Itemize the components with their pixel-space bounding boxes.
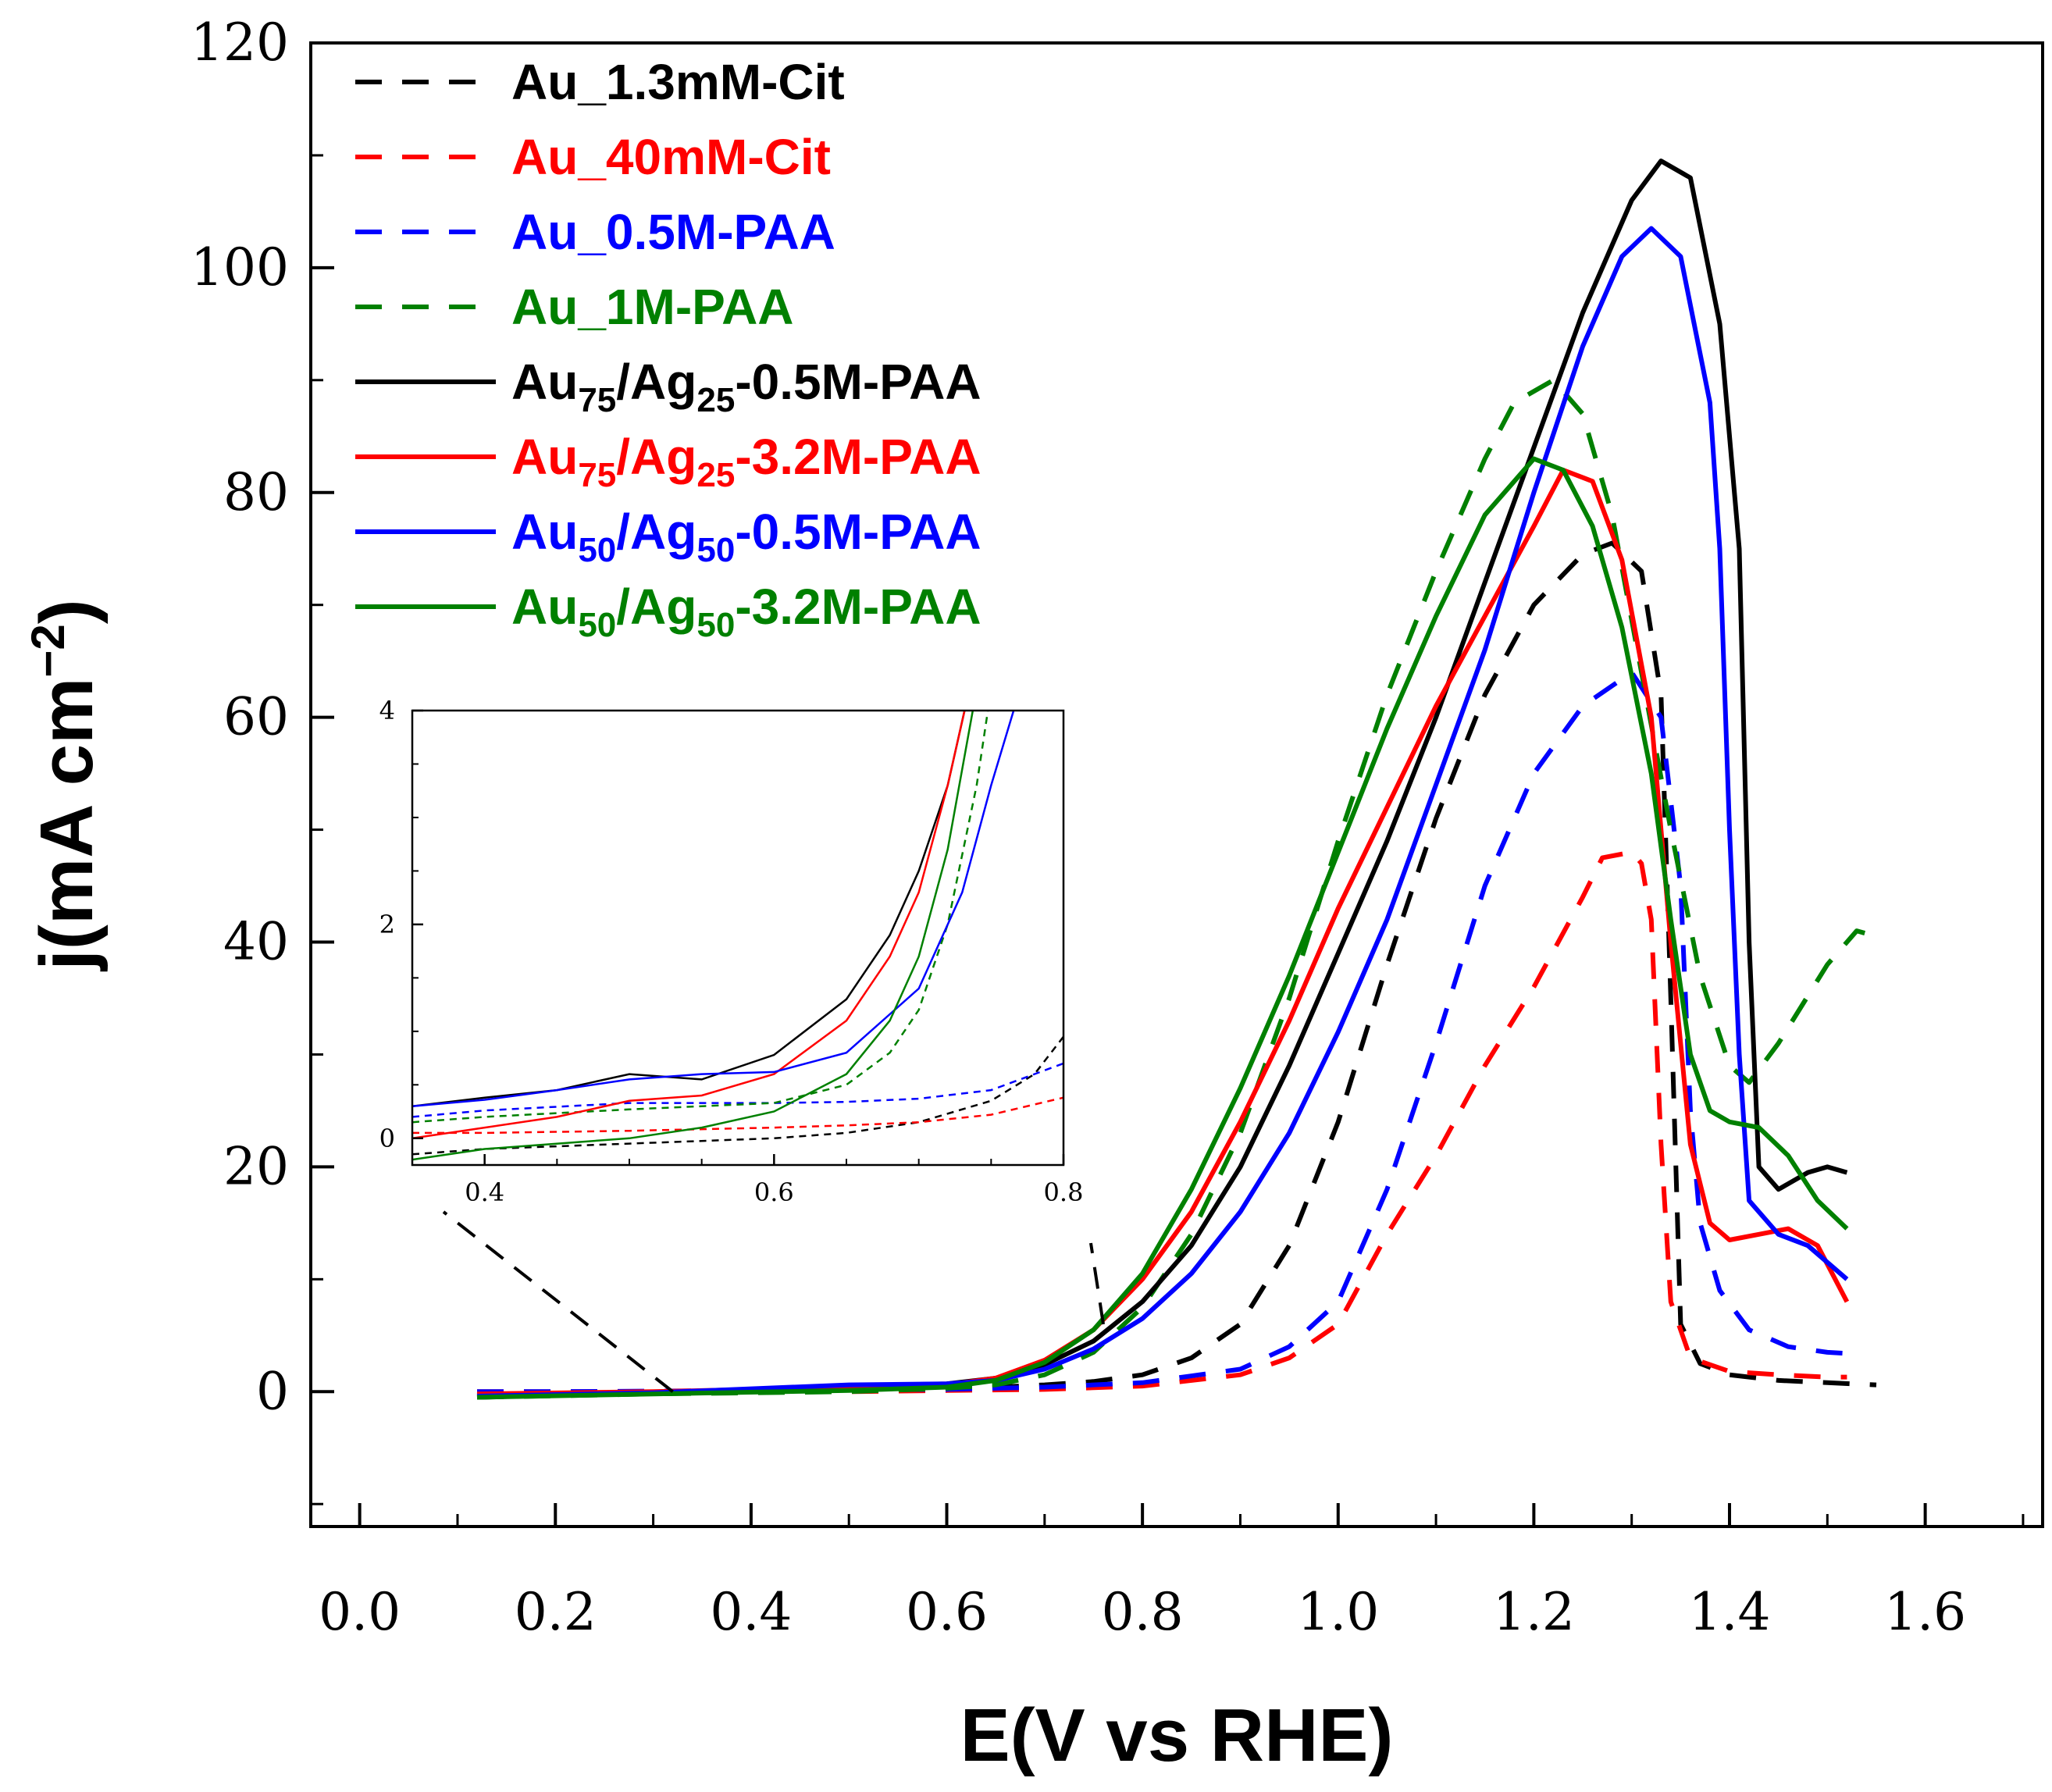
y-tick-label: 100	[191, 237, 289, 297]
inset-line-au75-ag25-3-2m-paa	[412, 711, 966, 1140]
inset-x-tick-label: 0.6	[754, 1177, 794, 1207]
x-tick-label: 0.4	[710, 1582, 792, 1642]
y-axis-title-close: )	[25, 599, 109, 624]
inset-plot: 0.4 0.6 0.8 0 2 4	[379, 696, 1084, 1207]
zoom-line-right	[1089, 1242, 1105, 1325]
x-tick-label: 0.8	[1102, 1582, 1184, 1642]
y-axis-title: j(mA cm−2)	[22, 599, 109, 972]
x-tick-label: 0.0	[319, 1582, 401, 1642]
y-tick-label: 60	[223, 687, 289, 747]
inset-y-tick-label: 2	[379, 910, 395, 939]
zoom-line-left	[442, 1210, 674, 1393]
inset-line-au-40mm-cit	[412, 1096, 1063, 1135]
series-line-au50-ag50-3-2m-paa	[476, 456, 1849, 1400]
legend-label-au-0-5m-paa: Au_0.5M-PAA	[511, 204, 835, 260]
legend: Au_1.3mM-Cit Au_40mM-Cit Au_0.5M-PAA Au_1M-…	[355, 54, 981, 644]
series-line-au-40mm-cit	[477, 850, 1847, 1395]
y-axis-title-main: j(mA cm	[25, 678, 109, 972]
x-tick-label: 1.4	[1689, 1582, 1771, 1642]
x-axis-title: E(V vs RHE)	[960, 1694, 1394, 1777]
inset-y-tick-label: 0	[379, 1124, 395, 1153]
inset-line-au50-ag50-0-5m-paa	[412, 711, 1015, 1107]
legend-label-au-1m-paa: Au_1M-PAA	[511, 279, 794, 335]
series-layer	[476, 159, 1877, 1400]
inset-series	[412, 711, 1063, 1161]
x-tick-label: 0.2	[515, 1582, 597, 1642]
y-tick-label: 0	[256, 1361, 289, 1421]
y-axis-title-sup: −2	[22, 624, 74, 677]
series-line-au50-ag50-0-5m-paa	[476, 226, 1849, 1398]
inset-background	[412, 711, 1063, 1165]
plot-frame	[309, 41, 2044, 1528]
legend-label-au50-ag50-3-2m-paa: Au50/Ag50-3.2M-PAA	[511, 579, 981, 644]
inset-y-tick-label: 4	[379, 696, 395, 725]
x-tick-label: 1.0	[1297, 1582, 1379, 1642]
legend-label-au75-ag25-3-2m-paa: Au75/Ag25-3.2M-PAA	[511, 429, 981, 494]
legend-label-au-40mm-cit: Au_40mM-Cit	[511, 129, 831, 185]
inset-x-tick-label: 0.8	[1044, 1177, 1084, 1207]
legend-label-au75-ag25-0-5m-paa: Au75/Ag25-0.5M-PAA	[511, 354, 981, 419]
y-tick-label: 120	[191, 12, 289, 73]
inset-line-au-1-3mm-cit	[412, 1035, 1063, 1156]
inset-line-au-0-5m-paa	[412, 1062, 1063, 1118]
y-tick-label: 20	[223, 1136, 289, 1196]
x-tick-label: 1.6	[1884, 1582, 1966, 1642]
x-tick-label: 0.6	[906, 1582, 988, 1642]
legend-label-au-1-3mm-cit: Au_1.3mM-Cit	[511, 54, 845, 110]
inset-line-au50-ag50-3-2m-paa	[412, 711, 974, 1161]
zoom-lines	[442, 1210, 1105, 1393]
axes: 0.0 0.2 0.4 0.6 0.8 1.0 1.2 1.4 1.60204060801001…	[191, 12, 2025, 1642]
inset-x-tick-label: 0.4	[465, 1177, 504, 1207]
inset-frame	[411, 709, 1065, 1167]
y-tick-label: 80	[223, 462, 289, 522]
inset-line-au-1m-paa	[412, 711, 989, 1124]
x-tick-label: 1.2	[1493, 1582, 1575, 1642]
y-tick-label: 40	[223, 912, 289, 972]
legend-label-au50-ag50-0-5m-paa: Au50/Ag50-0.5M-PAA	[511, 504, 981, 569]
